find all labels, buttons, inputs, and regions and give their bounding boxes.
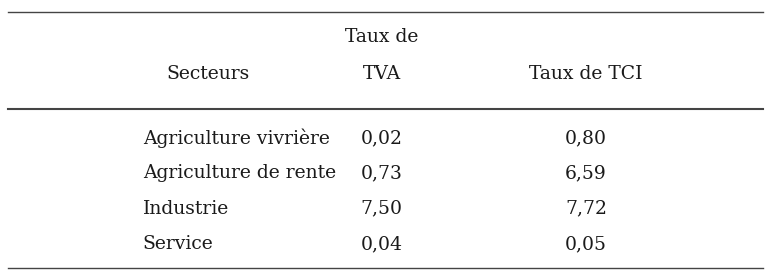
Text: 6,59: 6,59 xyxy=(565,164,607,182)
Text: Industrie: Industrie xyxy=(143,200,229,218)
Text: 0,04: 0,04 xyxy=(361,235,402,253)
Text: 7,72: 7,72 xyxy=(565,200,607,218)
Text: 0,73: 0,73 xyxy=(361,164,402,182)
Text: Secteurs: Secteurs xyxy=(167,65,250,83)
Text: 0,02: 0,02 xyxy=(361,129,402,147)
Text: 7,50: 7,50 xyxy=(361,200,402,218)
Text: Taux de TCI: Taux de TCI xyxy=(529,65,643,83)
Text: 0,80: 0,80 xyxy=(565,129,607,147)
Text: Service: Service xyxy=(143,235,214,253)
Text: TVA: TVA xyxy=(362,65,401,83)
Text: Agriculture vivrière: Agriculture vivrière xyxy=(143,128,329,148)
Text: 0,05: 0,05 xyxy=(565,235,607,253)
Text: Agriculture de rente: Agriculture de rente xyxy=(143,164,335,182)
Text: Taux de: Taux de xyxy=(345,28,419,46)
